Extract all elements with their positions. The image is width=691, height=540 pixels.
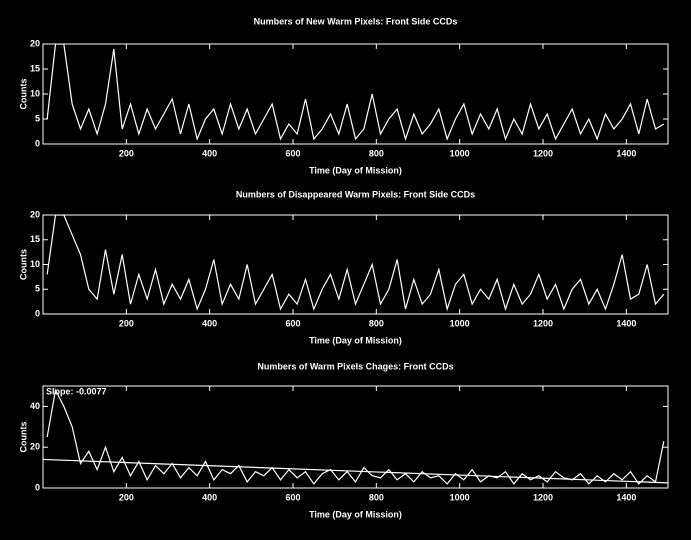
y-tick-label: 0 [35,308,40,318]
y-tick-label: 15 [30,234,40,244]
x-tick-label: 600 [285,148,300,158]
x-tick-label: 1400 [616,492,636,502]
chart-title: Numbers of New Warm Pixels: Front Side C… [254,16,458,26]
y-axis-label: Counts [18,249,28,280]
chart-title: Numbers of Warm Pixels Chages: Front CCD… [257,361,453,371]
x-axis-label: Time (Day of Mission) [309,335,402,345]
y-tick-label: 20 [30,209,40,219]
y-tick-label: 20 [30,38,40,48]
x-axis-label: Time (Day of Mission) [309,509,402,519]
chart-title: Numbers of Disappeared Warm Pixels: Fron… [236,189,475,199]
x-tick-label: 1400 [616,148,636,158]
fit-line [42,458,669,484]
x-tick-label: 400 [202,492,217,502]
y-axis-label: Counts [18,79,28,110]
x-tick-label: 200 [119,318,134,328]
y-tick-label: 0 [35,138,40,148]
x-tick-label: 400 [202,148,217,158]
y-tick-label: 5 [35,284,40,294]
data-line [46,44,665,142]
x-tick-label: 600 [285,318,300,328]
plot-frame [42,385,669,489]
y-tick-label: 40 [30,401,40,411]
y-tick-label: 10 [30,88,40,98]
plot-frame [42,214,669,315]
data-line [46,388,665,485]
x-tick-label: 400 [202,318,217,328]
y-tick-label: 5 [35,113,40,123]
y-tick-label: 0 [35,482,40,492]
x-tick-label: 200 [119,492,134,502]
x-tick-label: 200 [119,148,134,158]
x-tick-label: 800 [369,148,384,158]
plot-frame [42,43,669,145]
x-tick-label: 1200 [533,318,553,328]
x-tick-label: 1000 [450,318,470,328]
x-tick-label: 1400 [616,318,636,328]
x-tick-label: 1200 [533,492,553,502]
x-tick-label: 800 [369,492,384,502]
x-tick-label: 1000 [450,148,470,158]
annotation: Slope: -0.0077 [46,386,107,396]
data-line [46,215,665,312]
x-tick-label: 800 [369,318,384,328]
x-tick-label: 1000 [450,492,470,502]
y-tick-label: 15 [30,63,40,73]
x-axis-label: Time (Day of Mission) [309,165,402,175]
x-tick-label: 1200 [533,148,553,158]
y-tick-label: 10 [30,259,40,269]
y-tick-label: 20 [30,442,40,452]
x-tick-label: 600 [285,492,300,502]
y-axis-label: Counts [18,422,28,453]
